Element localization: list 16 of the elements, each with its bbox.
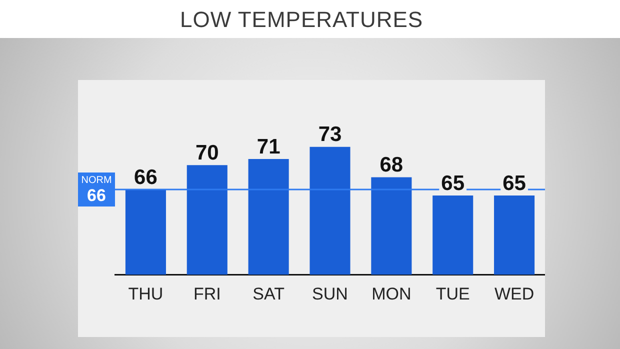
data-label: 66 (134, 166, 158, 189)
data-label: 68 (380, 154, 404, 177)
x-tick-label: SAT (252, 284, 284, 304)
data-label: 70 (195, 141, 219, 164)
chart-title: LOW TEMPERATURES (180, 7, 424, 33)
data-label: 65 (441, 172, 465, 195)
data-label: 71 (256, 135, 281, 158)
x-tick-label: MON (372, 284, 412, 304)
x-tick-label: FRI (193, 284, 221, 304)
x-tick-label: SUN (312, 284, 348, 304)
data-label: 73 (318, 123, 342, 146)
x-tick-label: THU (128, 284, 164, 304)
ref-line-label: NORM 66 (81, 175, 112, 206)
x-tick-label: TUE (436, 284, 470, 304)
x-tick-label: WED (494, 284, 534, 304)
data-label: 65 (502, 172, 526, 195)
